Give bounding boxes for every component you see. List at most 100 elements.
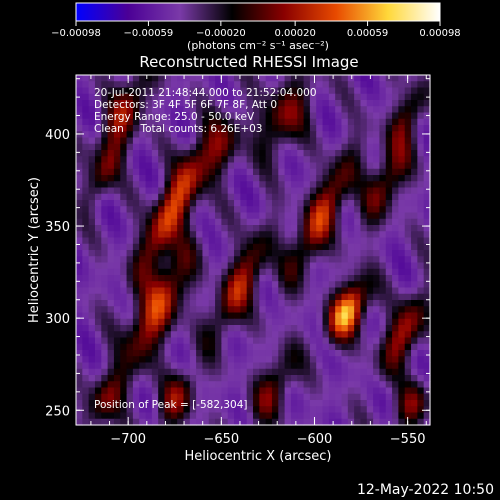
heatmap-cell	[158, 150, 166, 157]
plot-frame	[75, 74, 431, 426]
heatmap-cell	[278, 337, 286, 345]
heatmap-cell	[354, 268, 362, 276]
heatmap-cell	[335, 150, 343, 157]
heatmap-cell	[404, 375, 412, 382]
heatmap-cell	[120, 400, 128, 407]
heatmap-cell	[107, 325, 115, 332]
heatmap-cell	[341, 237, 349, 245]
heatmap-cell	[113, 181, 121, 189]
heatmap-cell	[170, 418, 178, 426]
heatmap-cell	[120, 393, 128, 401]
heatmap-cell	[234, 331, 241, 339]
heatmap-cell	[221, 243, 229, 251]
heatmap-cell	[309, 250, 317, 257]
heatmap-cell	[271, 406, 279, 414]
heatmap-cell	[360, 293, 368, 301]
heatmap-cell	[94, 281, 102, 289]
heatmap-cell	[366, 400, 374, 407]
heatmap-cell	[271, 112, 279, 120]
heatmap-cell	[290, 237, 298, 245]
heatmap-cell	[265, 81, 273, 89]
heatmap-cell	[404, 268, 412, 276]
heatmap-cell	[392, 175, 399, 182]
heatmap-cell	[234, 350, 241, 357]
heatmap-cell	[290, 143, 298, 151]
heatmap-cell	[126, 206, 134, 214]
heatmap-cell	[189, 293, 197, 301]
heatmap-cell	[335, 250, 343, 257]
heatmap-cell	[411, 331, 418, 339]
heatmap-cell	[303, 162, 311, 170]
heatmap-cell	[202, 275, 210, 282]
heatmap-cell	[328, 275, 336, 282]
heatmap-cell	[164, 393, 172, 401]
heatmap-cell	[246, 337, 254, 345]
heatmap-cell	[265, 381, 273, 389]
heatmap-cell	[113, 343, 121, 351]
heatmap-cell	[120, 337, 128, 345]
heatmap-cell	[145, 87, 153, 95]
heatmap-cell	[227, 225, 235, 232]
heatmap-cell	[284, 75, 292, 82]
heatmap-cell	[290, 381, 298, 389]
heatmap-cell	[82, 325, 90, 332]
heatmap-cell	[132, 250, 140, 257]
heatmap-cell	[208, 175, 216, 182]
heatmap-cell	[107, 187, 115, 195]
heatmap-cell	[221, 206, 229, 214]
heatmap-cell	[120, 150, 128, 157]
heatmap-cell	[265, 268, 273, 276]
heatmap-cell	[227, 100, 235, 107]
heatmap-cell	[107, 200, 115, 207]
heatmap-cell	[164, 137, 172, 145]
heatmap-cell	[322, 131, 330, 139]
heatmap-cell	[278, 356, 286, 364]
heatmap-cell	[347, 131, 355, 139]
heatmap-cell	[385, 318, 393, 326]
heatmap-cell	[278, 350, 286, 357]
heatmap-cell	[271, 400, 279, 407]
heatmap-cell	[253, 243, 260, 251]
heatmap-cell	[411, 318, 418, 326]
heatmap-cell	[303, 175, 311, 182]
heatmap-cell	[107, 406, 115, 414]
heatmap-cell	[265, 250, 273, 257]
heatmap-cell	[335, 218, 343, 226]
heatmap-cell	[316, 412, 324, 420]
heatmap-cell	[423, 193, 431, 201]
heatmap-cell	[240, 318, 248, 326]
heatmap-cell	[309, 312, 317, 320]
heatmap-cell	[107, 212, 115, 220]
heatmap-cell	[411, 312, 418, 320]
heatmap-cell	[170, 243, 178, 251]
heatmap-cell	[170, 293, 178, 301]
heatmap-cell	[297, 418, 305, 426]
heatmap-cell	[417, 293, 425, 301]
heatmap-cell	[183, 181, 191, 189]
heatmap-cell	[271, 368, 279, 376]
heatmap-cell	[328, 300, 336, 307]
heatmap-cell	[221, 168, 229, 176]
heatmap-cell	[284, 350, 292, 357]
heatmap-cell	[322, 350, 330, 357]
heatmap-cell	[164, 87, 172, 95]
heatmap-cell	[322, 162, 330, 170]
heatmap-cell	[227, 112, 235, 120]
heatmap-cell	[423, 187, 431, 195]
heatmap-cell	[328, 331, 336, 339]
heatmap-cell	[246, 418, 254, 426]
heatmap-cell	[316, 137, 324, 145]
heatmap-cell	[297, 237, 305, 245]
heatmap-cell	[341, 337, 349, 345]
heatmap-cell	[265, 225, 273, 232]
heatmap-cell	[126, 93, 134, 101]
heatmap-cell	[139, 118, 147, 126]
heatmap-cell	[265, 368, 273, 376]
heatmap-cell	[379, 100, 387, 107]
heatmap-cell	[259, 368, 267, 376]
heatmap-cell	[246, 100, 254, 107]
heatmap-cell	[322, 331, 330, 339]
heatmap-cell	[366, 250, 374, 257]
heatmap-cell	[309, 200, 317, 207]
heatmap-cell	[234, 75, 241, 82]
